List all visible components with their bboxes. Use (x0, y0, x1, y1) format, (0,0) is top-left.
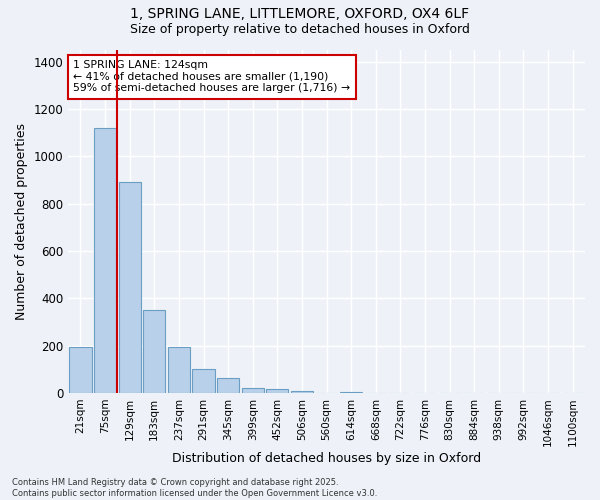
Bar (119, 182, 141, 393)
Bar (168, 347, 190, 393)
X-axis label: Distribution of detached houses by size in Oxford: Distribution of detached houses by size … (172, 452, 481, 465)
Y-axis label: Number of detached properties: Number of detached properties (15, 123, 28, 320)
Text: Contains HM Land Registry data © Crown copyright and database right 2025.
Contai: Contains HM Land Registry data © Crown c… (12, 478, 377, 498)
Text: 1 SPRING LANE: 124sqm
← 41% of detached houses are smaller (1,190)
59% of semi-d: 1 SPRING LANE: 124sqm ← 41% of detached … (73, 60, 350, 94)
Bar (193, 370, 215, 393)
Bar (143, 310, 166, 393)
Bar (266, 388, 289, 393)
Bar (242, 388, 264, 393)
Text: Size of property relative to detached houses in Oxford: Size of property relative to detached ho… (130, 22, 470, 36)
Bar (217, 378, 239, 393)
Bar (70, 347, 92, 393)
Bar (340, 392, 362, 393)
Bar (291, 390, 313, 393)
Text: 1, SPRING LANE, LITTLEMORE, OXFORD, OX4 6LF: 1, SPRING LANE, LITTLEMORE, OXFORD, OX4 … (130, 8, 470, 22)
Bar (94, 128, 116, 393)
